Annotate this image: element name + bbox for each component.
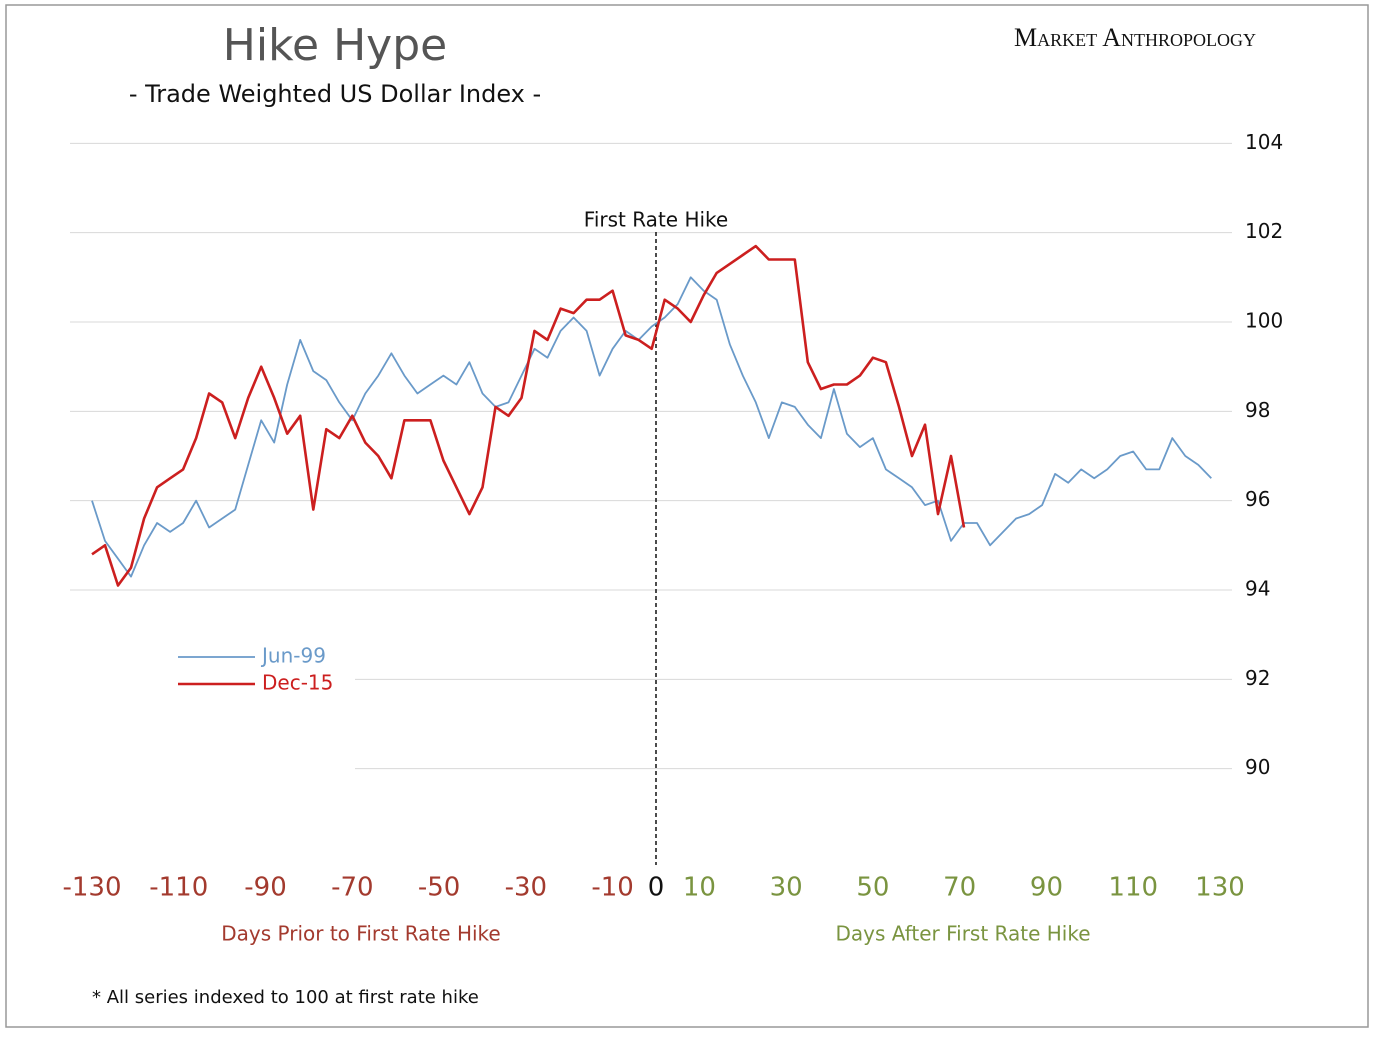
x-tick-label: -30 xyxy=(505,873,547,903)
legend-label: Dec-15 xyxy=(262,671,333,695)
x-tick-label: -70 xyxy=(331,873,373,903)
x-tick-label: -50 xyxy=(418,873,460,903)
y-tick-label: 100 xyxy=(1245,309,1283,333)
y-tick-label: 92 xyxy=(1245,666,1270,690)
x-tick-label: 130 xyxy=(1195,873,1245,903)
x-tick-label: 70 xyxy=(943,873,976,903)
x-tick-label: 110 xyxy=(1108,873,1158,903)
annotation-label: First Rate Hike xyxy=(584,208,728,232)
x-tick-label: 30 xyxy=(770,873,803,903)
x-axis-label-right: Days After First Rate Hike xyxy=(835,922,1090,946)
x-tick-label: 50 xyxy=(856,873,889,903)
y-tick-label: 94 xyxy=(1245,577,1270,601)
footnote: * All series indexed to 100 at first rat… xyxy=(92,987,479,1008)
y-tick-label: 102 xyxy=(1245,219,1283,243)
x-tick-label: -90 xyxy=(244,873,286,903)
frame xyxy=(5,4,1369,1028)
y-tick-label: 96 xyxy=(1245,487,1270,511)
x-tick-label: -110 xyxy=(149,873,208,903)
x-tick-label: 90 xyxy=(1030,873,1063,903)
series-line xyxy=(91,244,966,587)
x-tick-label: -130 xyxy=(62,873,121,903)
legend-label: Jun-99 xyxy=(260,644,326,668)
series-line xyxy=(91,276,1212,578)
x-tick-label: 0 xyxy=(648,873,665,903)
chart-subtitle: - Trade Weighted US Dollar Index - xyxy=(129,80,541,108)
x-tick-label: -10 xyxy=(591,873,633,903)
chart-title: Hike Hype xyxy=(223,20,447,71)
x-tick-label: 10 xyxy=(683,873,716,903)
y-tick-label: 98 xyxy=(1245,398,1270,422)
x-axis-label-left: Days Prior to First Rate Hike xyxy=(221,922,500,946)
y-tick-label: 90 xyxy=(1245,755,1270,779)
y-tick-label: 104 xyxy=(1245,130,1283,154)
brand: Market Anthropology xyxy=(1014,23,1256,52)
